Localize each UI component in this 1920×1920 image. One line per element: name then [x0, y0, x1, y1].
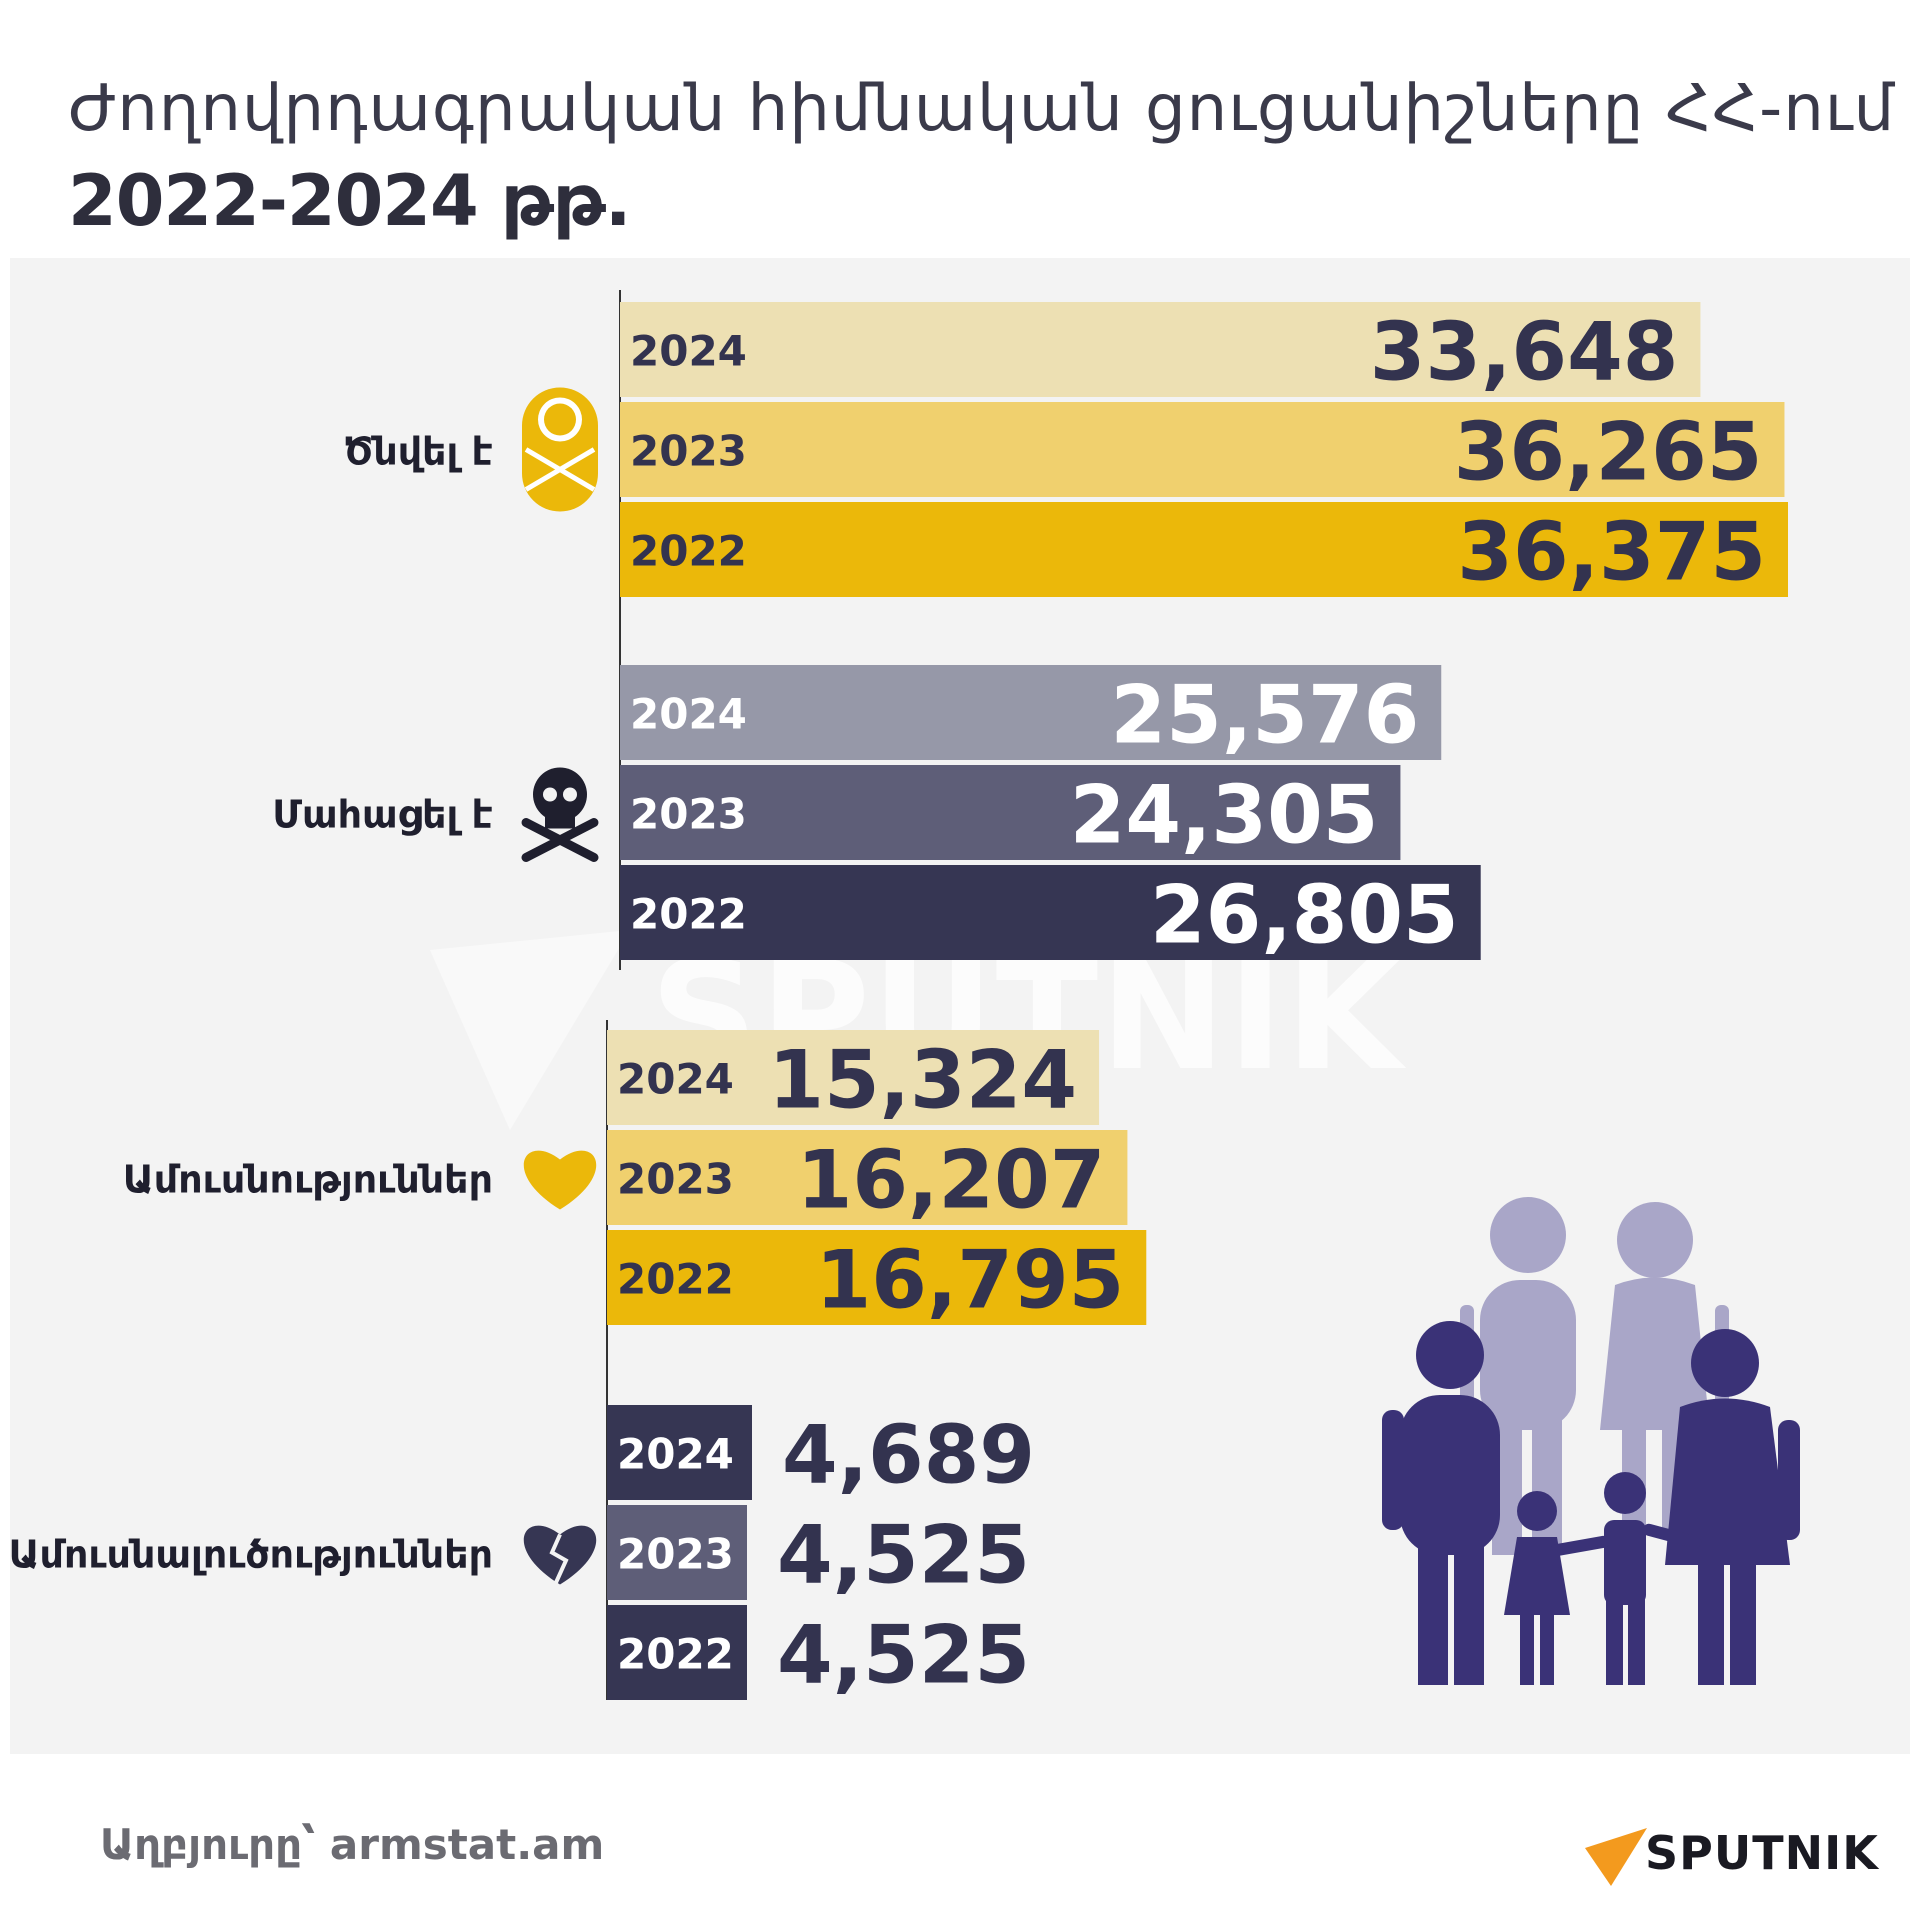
skull-crossbones-icon — [521, 767, 599, 862]
crossbones — [521, 818, 599, 862]
bar-baby-2022 — [620, 502, 1788, 597]
heart-shape — [523, 1150, 597, 1210]
bar-baby-2024 — [620, 302, 1701, 397]
bar-skull-crossbones-2022 — [620, 865, 1481, 960]
bar-baby-2023 — [620, 402, 1785, 497]
year-label: 2023 — [630, 790, 747, 839]
year-label: 2022 — [630, 890, 747, 939]
year-label: 2024 — [617, 1430, 734, 1479]
sputnik-watermark-icon — [430, 930, 630, 1130]
baby-icon — [522, 387, 598, 512]
eye — [563, 787, 577, 802]
value-label: 24,305 — [1070, 769, 1379, 862]
value-label: 15,324 — [768, 1034, 1077, 1127]
value-label: 33,648 — [1370, 306, 1679, 399]
baby-wrap — [524, 447, 596, 492]
skull — [533, 767, 587, 822]
category-label: Ծնվել է — [343, 430, 493, 474]
year-label: 2024 — [617, 1055, 734, 1104]
category-label: Ամուսնություններ — [123, 1158, 493, 1202]
value-label: 36,265 — [1454, 406, 1763, 499]
category-label: Մահացել է — [272, 793, 493, 837]
year-label: 2023 — [617, 1530, 734, 1579]
baby-face-inner — [544, 403, 576, 436]
bar-broken-heart-2023 — [607, 1505, 747, 1600]
value-label: 26,805 — [1150, 869, 1459, 962]
chart-title: Ժողովրդագրական հիմնական ցուցանիշները ՀՀ-… — [68, 72, 1896, 146]
value-label: 4,525 — [777, 1609, 1030, 1702]
year-label: 2022 — [617, 1255, 734, 1304]
chart-subtitle: 2022-2024 թթ. — [68, 160, 631, 242]
year-label: 2023 — [617, 1155, 734, 1204]
year-label: 2024 — [630, 327, 747, 376]
year-label: 2022 — [617, 1630, 734, 1679]
bar-broken-heart-2022 — [607, 1605, 747, 1700]
value-label: 4,689 — [782, 1409, 1035, 1502]
year-label: 2024 — [630, 690, 747, 739]
value-label: 36,375 — [1457, 506, 1766, 599]
crack — [549, 1533, 569, 1584]
year-label: 2023 — [630, 427, 747, 476]
value-label: 25,576 — [1111, 669, 1420, 762]
bar-heart-2022 — [607, 1230, 1147, 1325]
sputnik-logo-icon — [1585, 1828, 1647, 1886]
value-label: 16,795 — [816, 1234, 1125, 1327]
year-label: 2022 — [630, 527, 747, 576]
bar-heart-2023 — [607, 1130, 1128, 1225]
bar-skull-crossbones-2023 — [620, 765, 1401, 860]
category-label: Ամուսնալուծություններ — [9, 1533, 493, 1577]
bar-broken-heart-2024 — [607, 1405, 752, 1500]
broken-heart-icon — [523, 1525, 597, 1585]
eye — [543, 787, 557, 802]
sputnik-logo-text: SPUTNIK — [1645, 1826, 1879, 1880]
bar-heart-2024 — [607, 1030, 1100, 1125]
value-label: 4,525 — [777, 1509, 1030, 1602]
family-illustration-icon — [1382, 1197, 1800, 1685]
jaw — [545, 812, 575, 829]
bar-skull-crossbones-2024 — [620, 665, 1442, 760]
source-note: Աղբյուրը՝ armstat.am — [100, 1820, 605, 1869]
heart-icon — [523, 1150, 597, 1210]
value-label: 16,207 — [797, 1134, 1106, 1227]
